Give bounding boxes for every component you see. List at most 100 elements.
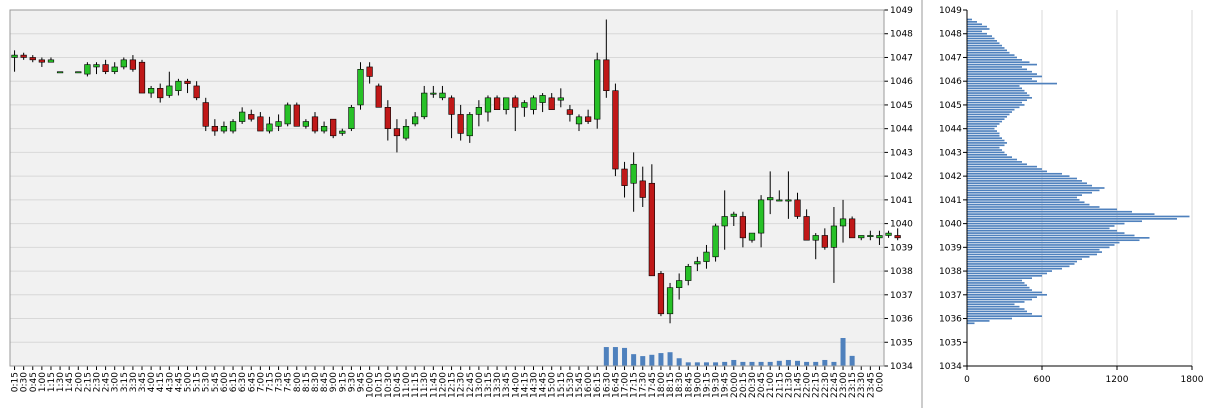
candle-down <box>612 90 619 170</box>
y-tick-label: 1048 <box>890 30 913 40</box>
candle-down <box>384 107 391 129</box>
candle-down <box>29 57 36 61</box>
x-tick-label: 23:45 <box>866 372 876 398</box>
candle-up <box>175 80 182 91</box>
x-tick-label: 13:15 <box>484 372 494 398</box>
profile-y-tick-label: 1035 <box>939 338 962 348</box>
x-tick-label: 2:00 <box>74 372 84 392</box>
candle-up <box>412 116 419 125</box>
candle-down <box>648 182 655 277</box>
x-tick-label: 0:30 <box>20 372 30 392</box>
candle-up <box>867 235 874 237</box>
candle-down <box>639 180 646 198</box>
candle-up <box>421 92 428 118</box>
x-tick-label: 4:00 <box>147 372 157 392</box>
profile-bar <box>967 177 1077 180</box>
profile-bar <box>967 298 1032 301</box>
y-tick-label: 1046 <box>890 77 913 87</box>
x-tick-label: 0:00 <box>875 372 885 392</box>
profile-bar <box>967 66 1022 68</box>
volume-bar <box>649 354 655 366</box>
profile-bar <box>967 70 1032 73</box>
volume-bar <box>776 360 782 366</box>
candle-up <box>676 280 683 288</box>
profile-bar <box>967 111 1012 113</box>
profile-bar <box>967 279 1022 282</box>
profile-bar <box>967 25 987 28</box>
x-tick-label: 18:30 <box>675 372 685 398</box>
profile-bar <box>967 165 1037 168</box>
x-tick-label: 16:45 <box>611 372 621 398</box>
profile-bar <box>967 213 1155 215</box>
volume-bar <box>731 359 737 366</box>
x-tick-label: 8:00 <box>293 372 303 392</box>
candle-down <box>657 273 665 315</box>
profile-bar <box>967 206 1100 208</box>
candle-up <box>530 97 537 110</box>
y-tick-label: 1044 <box>890 125 913 135</box>
candle-up <box>666 287 674 315</box>
candle-down <box>803 216 810 241</box>
profile-bar <box>967 151 1005 154</box>
candle-up <box>839 218 847 227</box>
x-tick-label: 13:30 <box>493 372 503 398</box>
profile-x-tick-label: 0 <box>964 375 970 385</box>
profile-bar <box>967 161 1022 163</box>
candle-down <box>211 125 218 132</box>
x-tick-label: 14:00 <box>511 372 521 398</box>
x-tick-label: 21:45 <box>794 372 804 398</box>
candle-down <box>193 85 200 99</box>
profile-bar <box>967 189 1100 192</box>
candle-up <box>703 251 710 262</box>
main-y-axis: 1034 1035 1036 1037 1038 1039 1040 1041 1042 1043… <box>884 6 913 372</box>
candle-up <box>557 97 564 101</box>
profile-bar <box>967 156 1012 158</box>
profile-y-tick-label: 1039 <box>939 243 962 253</box>
candle-up <box>111 66 118 73</box>
candle-up <box>47 59 55 63</box>
profile-bar <box>967 23 982 26</box>
profile-y-tick-label: 1037 <box>939 291 962 301</box>
main-x-axis: 0:15 0:30 0:45 1:00 1:15 1:30 1:45 2:00 2:15 2:30… <box>11 366 885 398</box>
x-tick-label: 11:00 <box>402 372 412 398</box>
profile-y-tick-label: 1044 <box>939 125 962 135</box>
x-tick-label: 22:45 <box>830 372 840 398</box>
profile-bar <box>967 28 990 30</box>
x-tick-label: 1:15 <box>47 372 57 392</box>
profile-bar <box>967 182 1087 185</box>
candle-down <box>102 64 109 73</box>
volume-bar <box>694 362 700 366</box>
profile-bar <box>967 125 997 128</box>
x-tick-label: 11:45 <box>429 372 439 398</box>
profile-y-tick-label: 1045 <box>939 101 962 111</box>
x-tick-label: 12:45 <box>466 372 476 398</box>
candle-down <box>20 54 27 58</box>
profile-bar <box>967 106 1020 109</box>
profile-bar <box>967 175 1070 177</box>
x-tick-label: 10:45 <box>393 372 403 398</box>
profile-bar <box>967 172 1062 175</box>
x-tick-label: 9:45 <box>357 372 367 392</box>
candle-down <box>493 97 501 110</box>
x-tick-label: 5:30 <box>202 372 212 392</box>
profile-bar <box>967 241 1120 244</box>
candle-down <box>366 66 373 77</box>
candle-down <box>248 114 255 120</box>
profile-y-tick-label: 1038 <box>939 267 962 277</box>
profile-bar <box>967 21 977 23</box>
volume-bar <box>813 361 819 366</box>
candle-up <box>284 104 291 125</box>
candle-up <box>466 114 473 137</box>
x-tick-label: 12:15 <box>448 372 458 398</box>
profile-bar <box>967 201 1085 204</box>
profile-bar <box>967 158 1017 161</box>
profile-y-tick-label: 1047 <box>939 53 962 63</box>
volume-bar <box>758 361 764 366</box>
volume-bar <box>631 354 637 366</box>
profile-bar <box>967 130 997 132</box>
x-tick-label: 14:45 <box>539 372 549 398</box>
profile-bar <box>967 73 1037 75</box>
profile-bar <box>967 59 1022 61</box>
profile-bar <box>967 194 1082 196</box>
candle-down <box>393 128 401 137</box>
